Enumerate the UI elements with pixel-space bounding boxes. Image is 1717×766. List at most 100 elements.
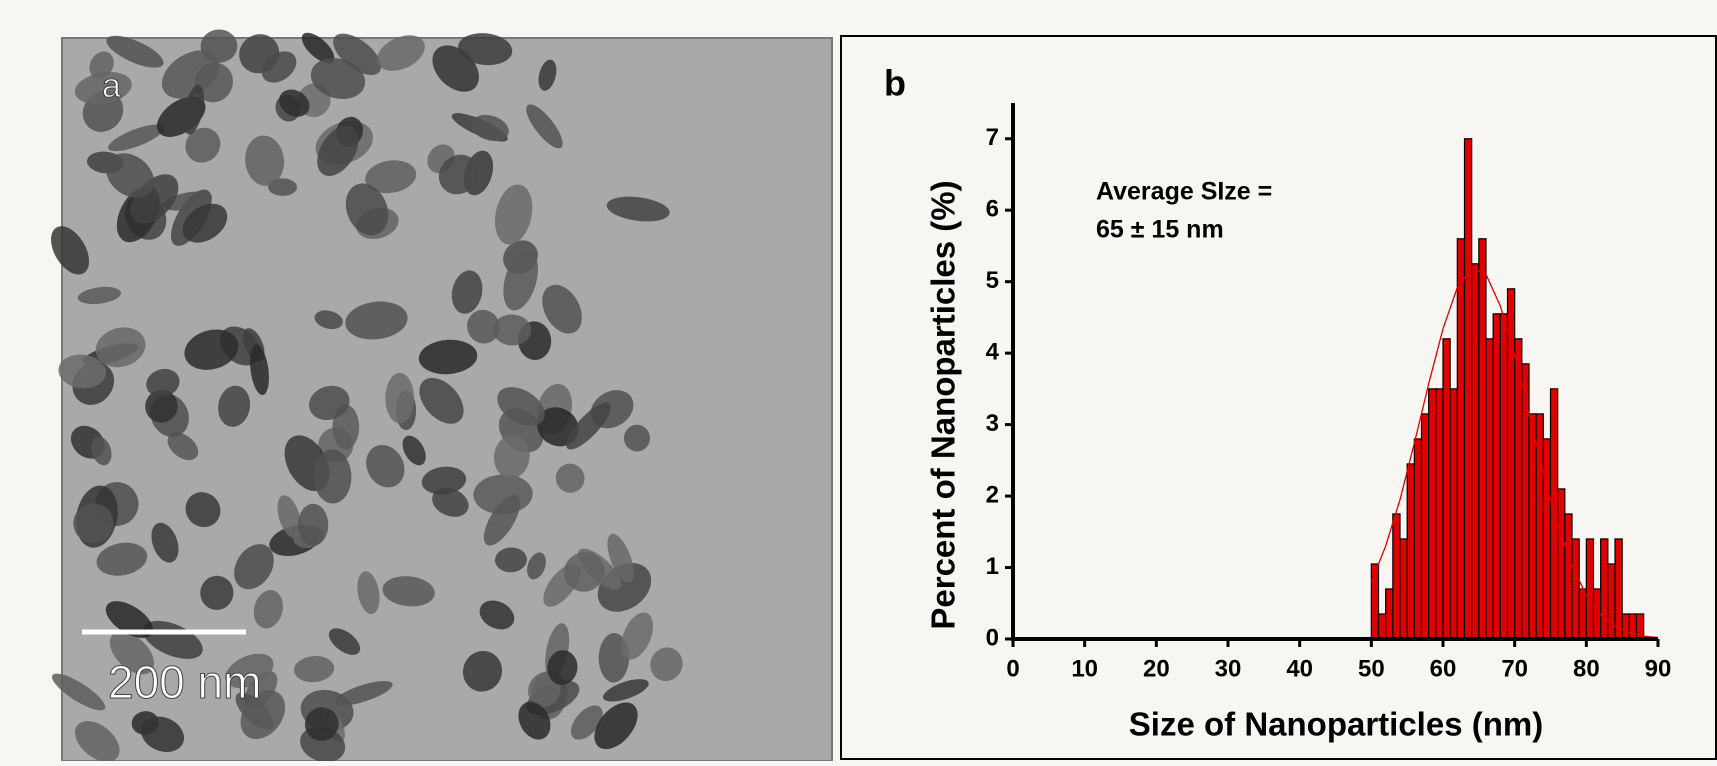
y-tick-label: 1 — [986, 553, 999, 580]
bar — [1399, 538, 1408, 640]
bar — [1628, 613, 1638, 640]
panel-label: a — [102, 67, 121, 105]
particle — [313, 449, 352, 504]
particle — [357, 571, 380, 615]
x-tick-label: 60 — [1430, 655, 1457, 682]
y-tick-label: 6 — [986, 196, 999, 223]
bar — [1499, 313, 1509, 640]
particle — [602, 679, 649, 702]
x-tick-label: 90 — [1645, 655, 1672, 682]
particle — [105, 601, 153, 638]
particle — [277, 495, 302, 539]
particle — [108, 124, 165, 152]
bar — [1564, 513, 1573, 640]
particle — [421, 466, 467, 495]
particle — [91, 436, 112, 466]
particle — [308, 385, 350, 421]
particle — [402, 435, 426, 466]
y-axis-label: Percent of Nanoparticles (%) — [925, 180, 962, 629]
x-axis-label: Size of Nanoparticles (nm) — [1129, 706, 1543, 743]
particle — [366, 444, 405, 488]
bar — [1463, 138, 1473, 640]
x-tick-label: 70 — [1501, 655, 1528, 682]
particle — [200, 575, 234, 610]
particle — [538, 59, 557, 91]
particle — [184, 329, 239, 370]
x-tick-label: 20 — [1143, 655, 1170, 682]
particle — [218, 385, 251, 427]
particle — [526, 104, 563, 149]
particle — [483, 494, 521, 546]
particle — [225, 653, 274, 689]
particle — [419, 377, 464, 424]
particle — [432, 487, 469, 517]
particle — [555, 463, 585, 493]
particle — [279, 89, 310, 117]
particle — [365, 160, 417, 194]
particle — [503, 249, 538, 311]
particle — [471, 114, 509, 141]
particle — [146, 368, 180, 398]
particle — [536, 407, 579, 447]
bar — [1420, 413, 1430, 640]
bar — [1449, 388, 1458, 640]
bar — [1557, 488, 1566, 640]
bar — [1392, 513, 1401, 640]
x-tick-label: 40 — [1286, 655, 1313, 682]
bar — [1435, 388, 1444, 640]
panel-label: b — [884, 63, 906, 104]
bar — [1442, 338, 1451, 640]
particle — [77, 286, 122, 305]
annotation: Average SIze = — [1096, 178, 1272, 206]
particles — [51, 29, 683, 763]
y-tick-label: 7 — [986, 124, 999, 151]
particle — [462, 650, 503, 692]
particle — [106, 35, 164, 68]
bar — [1492, 313, 1501, 640]
particle — [51, 226, 90, 275]
x-tick-label: 30 — [1215, 655, 1242, 682]
bar — [1528, 413, 1537, 640]
particle — [161, 50, 220, 99]
particle — [253, 590, 283, 629]
bar — [1370, 563, 1380, 640]
particle — [314, 310, 343, 330]
particle — [109, 631, 155, 675]
tem-image: 200 nm a — [51, 29, 833, 763]
particle — [438, 154, 479, 195]
particle — [183, 84, 205, 135]
bar — [1377, 613, 1387, 640]
particle — [623, 424, 650, 452]
particle — [377, 35, 425, 71]
particle — [51, 673, 106, 711]
particle — [385, 372, 415, 424]
bar — [1585, 538, 1595, 640]
particle — [345, 301, 408, 340]
bar — [1521, 363, 1530, 640]
particle — [451, 270, 483, 314]
particle — [145, 389, 178, 423]
bar — [1614, 538, 1623, 640]
particle — [570, 705, 603, 740]
particle — [298, 503, 329, 546]
bar — [1600, 538, 1609, 640]
bar — [1485, 338, 1494, 640]
particle — [245, 135, 285, 186]
particle — [494, 547, 527, 573]
particle — [151, 522, 179, 563]
particle — [518, 701, 551, 740]
particle — [140, 716, 185, 753]
panel-frame — [840, 35, 1717, 760]
particle — [334, 680, 393, 706]
particle — [96, 542, 148, 576]
bar — [1385, 588, 1394, 640]
particle — [293, 655, 335, 683]
bar — [1478, 238, 1487, 640]
bar — [1456, 238, 1466, 640]
particle — [479, 600, 515, 630]
y-tick-label: 2 — [986, 481, 999, 508]
particle — [89, 51, 114, 79]
particle — [301, 32, 335, 64]
